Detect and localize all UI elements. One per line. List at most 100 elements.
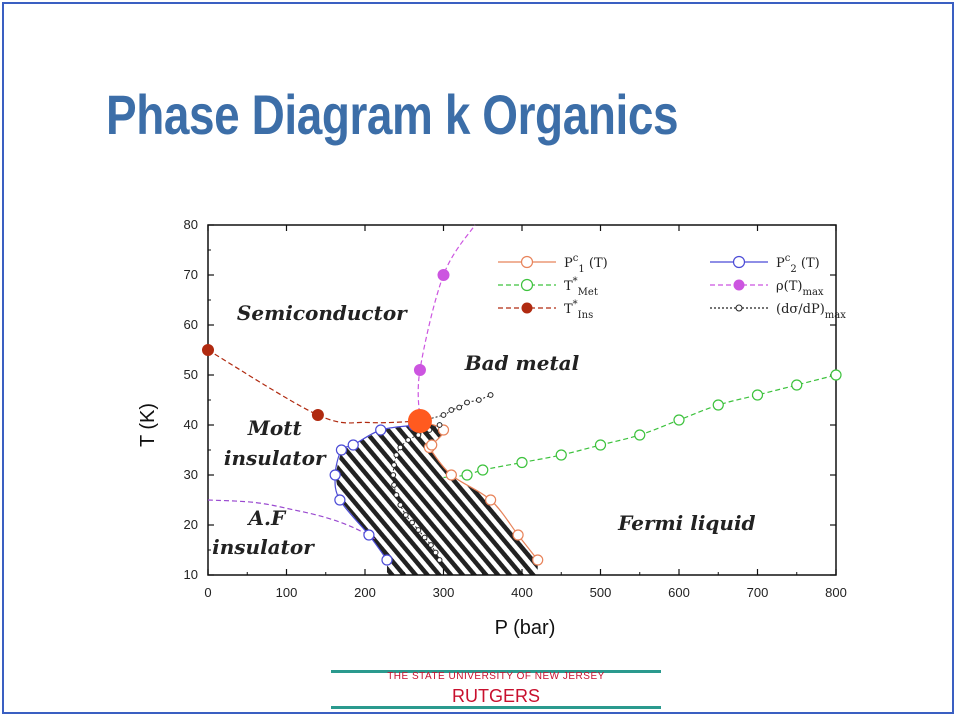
point-dsdp-12	[409, 519, 416, 526]
point-dsdp-22	[475, 397, 482, 403]
region-label-2: Mott	[247, 416, 303, 440]
point-dsdp-2	[415, 432, 422, 438]
x-tick-label-4: 400	[511, 585, 533, 600]
x-axis-title: P (bar)	[495, 617, 556, 639]
region-label-5: A.F	[247, 506, 287, 530]
point-dsdp-16	[432, 549, 439, 556]
point-pc1-6	[532, 554, 544, 566]
point-dsdp-6	[391, 462, 397, 468]
point-dsdp-13	[415, 527, 422, 533]
legend-label-pc1: Pc1 (T)	[564, 253, 608, 275]
point-rhomax-0	[413, 364, 426, 376]
series-line-tmet	[443, 374, 837, 479]
point-dsdp-23	[487, 392, 494, 398]
point-dsdp-21	[464, 399, 470, 406]
series-line-rhomax	[417, 224, 476, 422]
y-tick-label-7: 80	[184, 217, 198, 232]
af-boundary-line	[207, 499, 378, 541]
point-pc2-3	[335, 444, 348, 456]
x-tick-label-2: 200	[354, 585, 376, 600]
x-tick-label-7: 700	[747, 585, 769, 600]
legend-label-tmet: T*Met	[564, 276, 598, 298]
slide-title: Phase Diagram k Organics	[106, 83, 679, 146]
footer-tagline: THE STATE UNIVERSITY OF NEW JERSEY	[387, 671, 605, 682]
point-dsdp-4	[397, 444, 404, 451]
point-tmet-9	[791, 379, 803, 391]
legend-marker-pc2	[732, 255, 746, 269]
point-pc1-2	[426, 439, 438, 451]
x-tick-label-8: 800	[825, 585, 847, 600]
legend-label-tins: T*Ins	[564, 299, 593, 321]
point-dsdp-15	[428, 542, 434, 548]
point-dsdp-8	[391, 482, 397, 488]
point-tmet-3	[555, 449, 567, 461]
point-dsdp-14	[421, 534, 428, 541]
y-axis-title: T (K)	[137, 403, 159, 447]
footer-rule-bottom	[331, 706, 661, 709]
point-tmet-2	[516, 456, 528, 469]
legend-label-pc2: Pc2 (T)	[776, 253, 820, 275]
point-dsdp-10	[397, 502, 404, 508]
series-line-tins	[207, 349, 420, 424]
point-pc2-5	[334, 494, 346, 506]
y-tick-label-5: 60	[184, 317, 198, 332]
x-tick-label-6: 600	[668, 585, 690, 600]
point-dsdp-19	[448, 407, 455, 413]
legend-marker-rhomax	[733, 279, 745, 291]
region-label-4: Fermi liquid	[617, 511, 755, 535]
point-pc2-7	[381, 554, 393, 566]
critical-point-marker	[407, 409, 432, 433]
point-dsdp-0	[436, 422, 443, 428]
point-rhomax-1	[437, 269, 450, 281]
point-pc2-1	[375, 424, 387, 436]
point-dsdp-9	[393, 492, 400, 498]
legend-marker-dsdp	[735, 304, 743, 312]
point-pc1-4	[485, 494, 497, 506]
point-tmet-4	[594, 439, 607, 451]
y-tick-label-2: 30	[184, 467, 198, 482]
point-tmet-10	[830, 369, 842, 381]
point-tmet-6	[673, 414, 685, 426]
point-tmet-8	[751, 389, 764, 401]
point-dsdp-18	[440, 412, 447, 418]
point-pc2-6	[363, 529, 375, 541]
point-dsdp-5	[393, 452, 400, 458]
phase-diagram-chart: 0 100 200 300 400 500 600 700 800 10 20 30 40 50 60 70 8…	[137, 217, 847, 639]
footer-rule-top	[331, 670, 661, 673]
legend-label-rhomax: ρ(T)max	[776, 279, 824, 298]
coexistence-region-hatch	[335, 421, 538, 575]
x-tick-label-5: 500	[590, 585, 612, 600]
point-pc2-2	[347, 439, 359, 451]
legend-label-dsdp: (dσ/dP)max	[776, 302, 846, 321]
point-dsdp-11	[402, 512, 409, 518]
point-pc2-4	[329, 469, 341, 481]
point-dsdp-20	[456, 404, 463, 411]
point-pc1-5	[512, 529, 524, 541]
legend-marker-tins	[521, 302, 533, 314]
point-tmet-1	[477, 464, 489, 476]
y-tick-label-3: 40	[184, 417, 198, 432]
x-tick-label-1: 100	[276, 585, 298, 600]
region-label-3: insulator	[224, 446, 327, 470]
region-label-0: Semiconductor	[237, 301, 408, 325]
point-tins-0	[202, 344, 214, 356]
legend-marker-pc1	[520, 255, 534, 269]
y-tick-label-4: 50	[184, 367, 198, 382]
point-tmet-5	[634, 429, 646, 441]
x-tick-label-0: 0	[204, 585, 211, 600]
legend-marker-tmet	[520, 278, 534, 292]
region-label-6: insulator	[212, 535, 315, 559]
point-tmet-7	[712, 399, 724, 411]
point-dsdp-7	[390, 472, 397, 478]
point-tmet-0	[461, 469, 473, 481]
point-tins-1	[311, 409, 324, 421]
point-dsdp-3	[405, 437, 412, 443]
region-label-1: Bad metal	[464, 351, 580, 375]
y-tick-label-6: 70	[184, 267, 198, 282]
point-dsdp-17	[436, 557, 443, 563]
y-tick-label-0: 10	[184, 567, 198, 582]
footer-university-name: RUTGERS	[451, 686, 540, 706]
point-pc1-3	[445, 469, 457, 481]
x-tick-label-3: 300	[433, 585, 455, 600]
